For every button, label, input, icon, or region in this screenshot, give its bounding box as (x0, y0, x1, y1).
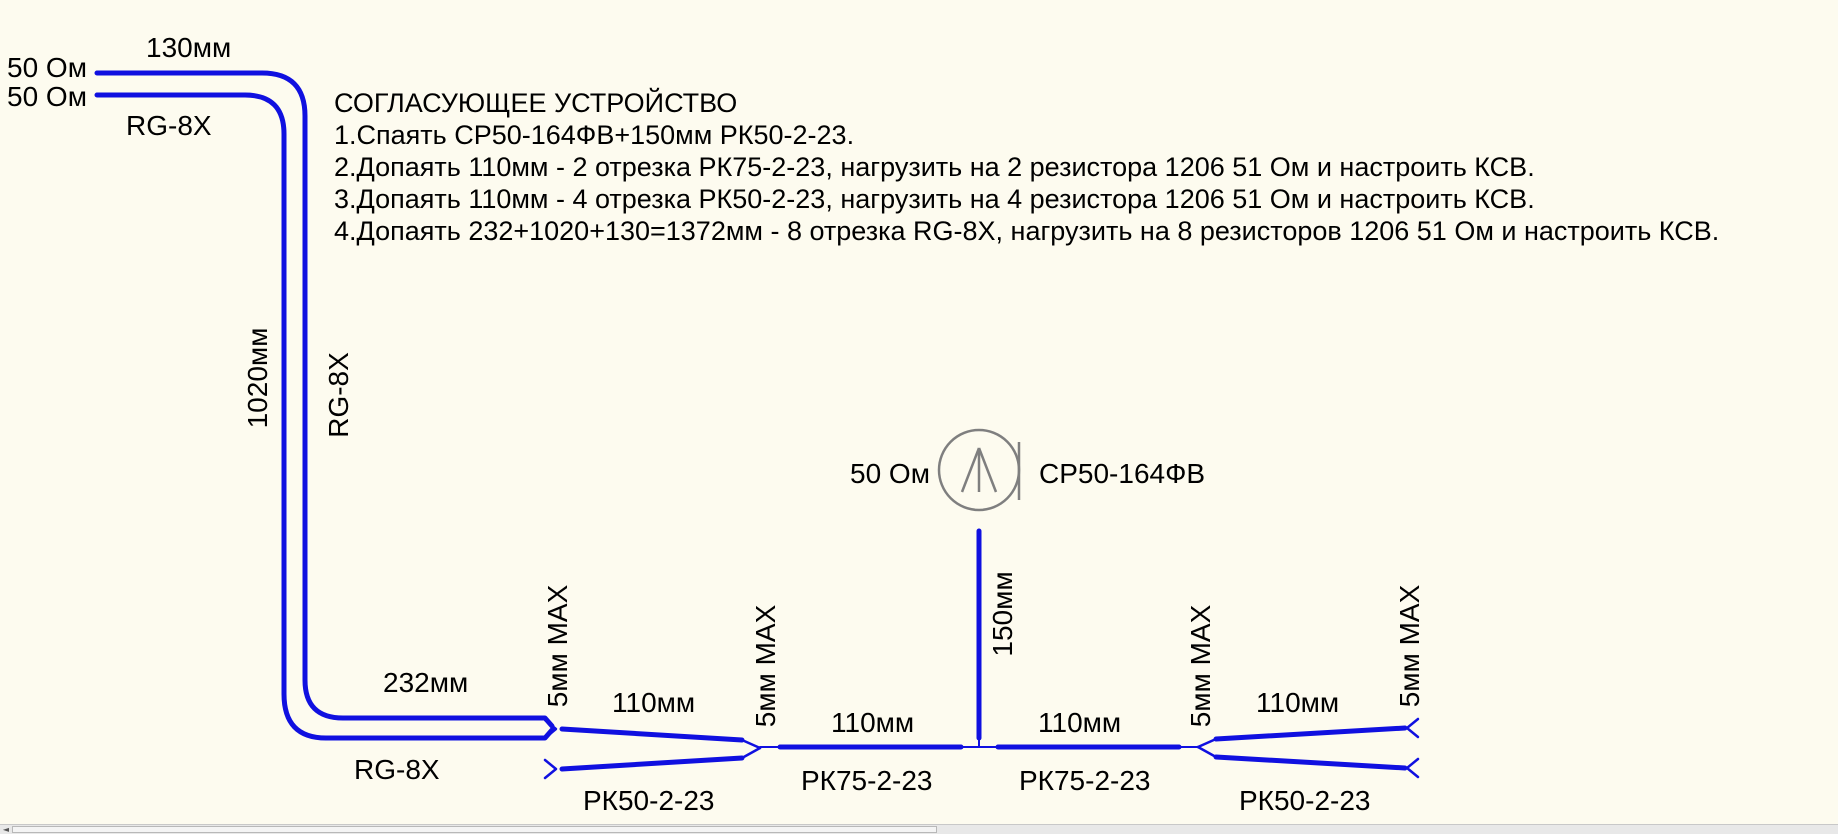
rk50-left-upper (559, 726, 745, 743)
connector-impedance-label: 50 Ом (850, 458, 930, 489)
notes-heading: СОГЛАСУЮЩЕЕ УСТРОЙСТВО (334, 87, 737, 118)
rk50-right-pair (1196, 717, 1420, 779)
rk50-right-label: РК50-2-23 (1239, 785, 1371, 816)
horizontal-scrollbar[interactable]: ◄ (0, 824, 1838, 834)
rk50-right-lower (1213, 754, 1408, 771)
rg8x-top-label: RG-8X (126, 110, 212, 141)
rk50-left-fork-join-2 (740, 746, 762, 760)
length-110-rk75-left-label: 110мм (831, 707, 914, 738)
rg8x-bottom-label: RG-8X (354, 754, 440, 785)
note-step-2: 2.Допаять 110мм - 2 отрезка РК75-2-23, н… (334, 152, 1535, 182)
rk50-right-fork-tip-lower (1405, 757, 1420, 779)
rg8x-inner-conductor (94, 92, 555, 741)
max-5mm-label-d: 5мм MAX (1394, 584, 1425, 707)
connector-name-label: СР50-164ФВ (1039, 458, 1205, 489)
note-step-3: 3.Допаять 110мм - 4 отрезка РК50-2-23, н… (334, 184, 1535, 214)
length-150-label: 150мм (987, 571, 1018, 656)
rk50-right-fork-join (1196, 737, 1218, 749)
note-step-1: 1.Спаять СР50-164ФВ+150мм РК50-2-23. (334, 120, 854, 150)
rg8x-vertical-label: RG-8X (323, 352, 354, 438)
rg8x-outer-conductor (94, 70, 555, 729)
rk75-left-label: РК75-2-23 (801, 765, 933, 796)
length-110-rk50-right-label: 110мм (1256, 687, 1339, 718)
max-5mm-label-c: 5мм MAX (1185, 604, 1216, 727)
rk50-left-fork-join (740, 738, 762, 750)
rk75-right-label: РК75-2-23 (1019, 765, 1151, 796)
rg8x-cable-pair (94, 70, 555, 741)
rk50-left-label: РК50-2-23 (583, 785, 715, 816)
diagram-labels: 50 Ом 50 Ом 130мм RG-8X 1020мм RG-8X 232… (7, 32, 1425, 816)
length-232-label: 232мм (383, 667, 468, 698)
rk50-left-pair (543, 718, 762, 780)
rk50-right-fork-join-2 (1196, 745, 1218, 759)
rk50-right-upper (1213, 725, 1408, 742)
notes-block: СОГЛАСУЮЩЕЕ УСТРОЙСТВО 1.Спаять СР50-164… (334, 87, 1719, 246)
scroll-left-arrow-icon[interactable]: ◄ (2, 825, 10, 834)
rk50-right-fork-tip-upper (1405, 717, 1420, 739)
length-110-rk50-left-label: 110мм (612, 687, 695, 718)
scrollbar-thumb[interactable] (12, 826, 937, 833)
rk50-left-fork-tip-upper (543, 718, 558, 740)
length-130-label: 130мм (146, 32, 231, 63)
coax-connector-icon (937, 428, 1021, 512)
rk50-left-lower (559, 755, 745, 772)
terminal-top-b-label: 50 Ом (7, 81, 87, 112)
length-1020-label: 1020мм (242, 328, 273, 429)
rk50-left-fork-tip-lower (543, 758, 558, 780)
terminal-top-a-label: 50 Ом (7, 52, 87, 83)
note-step-4: 4.Допаять 232+1020+130=1372мм - 8 отрезк… (334, 216, 1719, 246)
max-5mm-label-a: 5мм MAX (542, 584, 573, 707)
length-110-rk75-right-label: 110мм (1038, 707, 1121, 738)
max-5mm-label-b: 5мм MAX (750, 604, 781, 727)
